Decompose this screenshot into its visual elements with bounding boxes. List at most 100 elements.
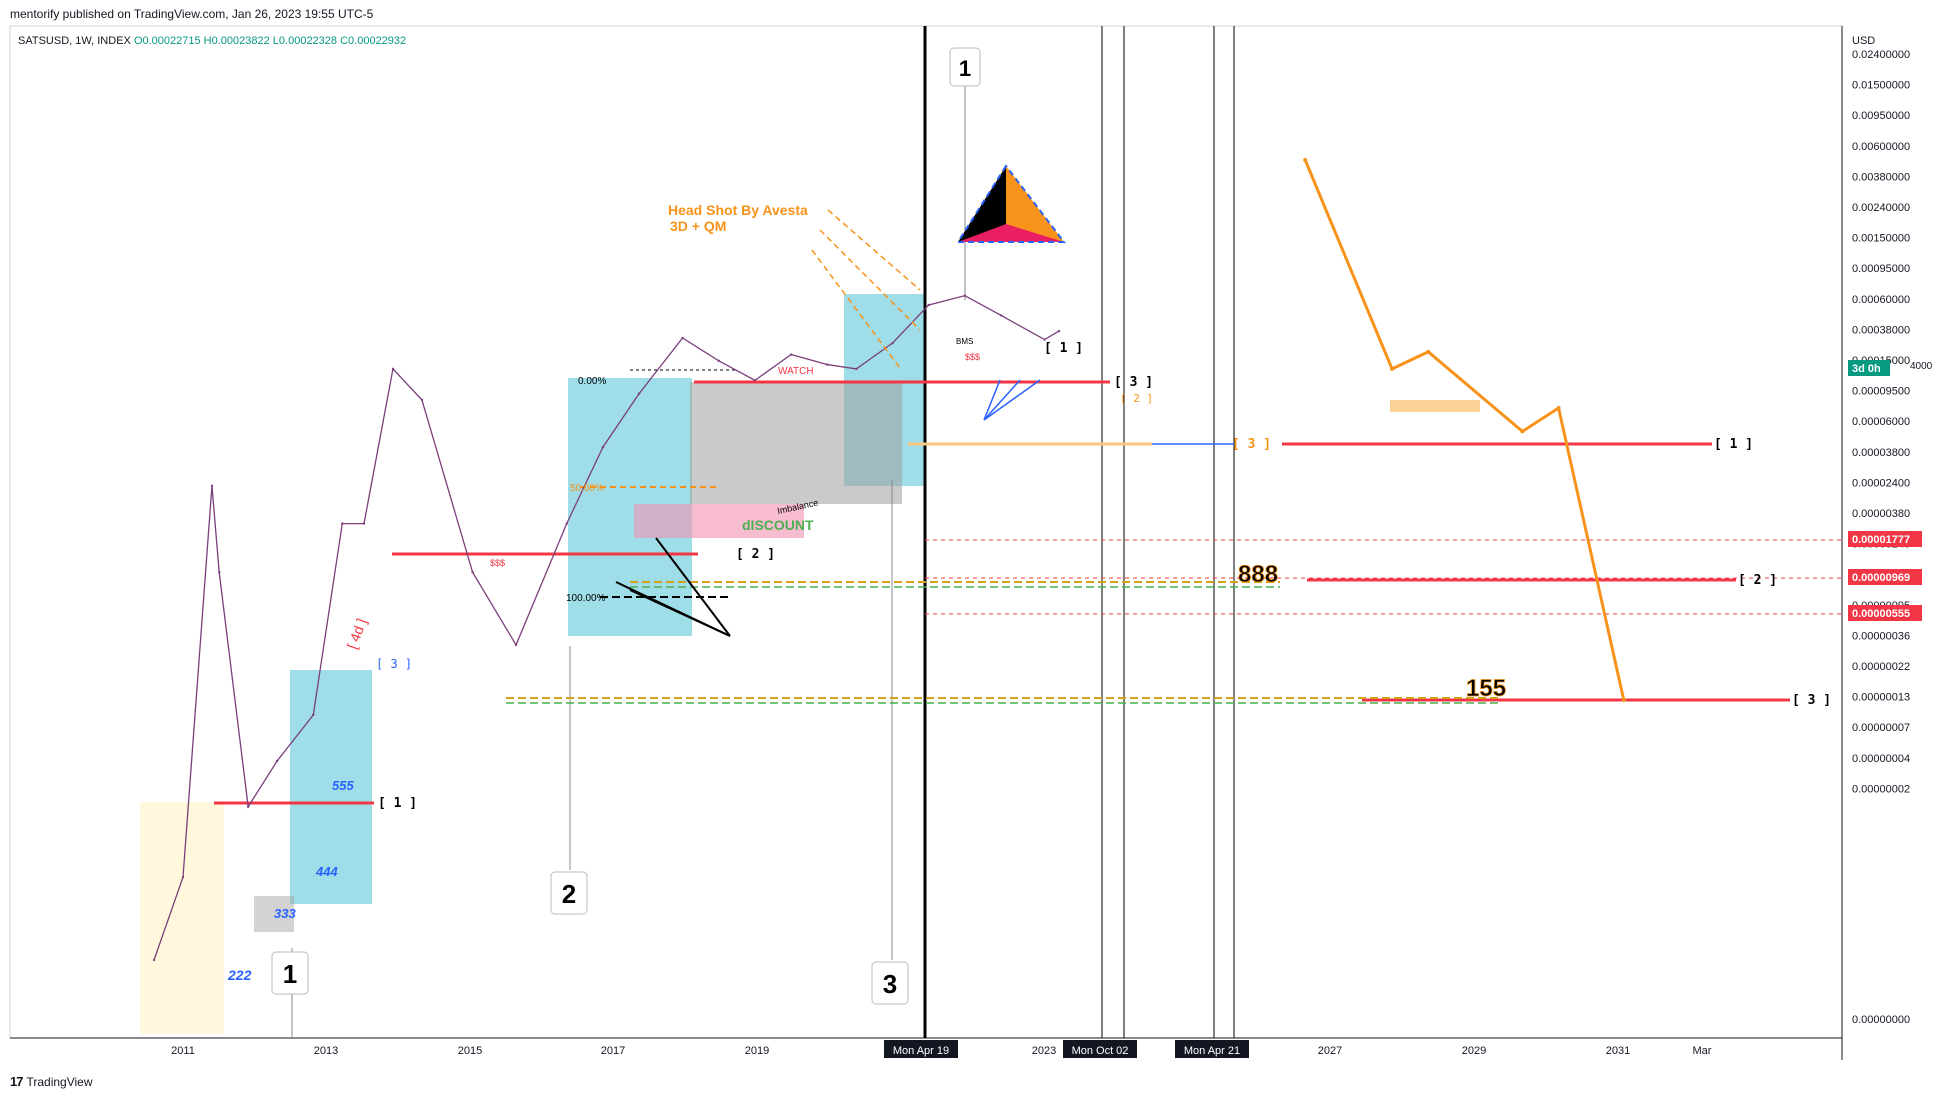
- time-marker-label: Mon Apr 21: [1184, 1045, 1240, 1057]
- y-tick-label: 0.00950000: [1852, 110, 1910, 122]
- bracket-2-mid: [ 2 ]: [736, 547, 775, 562]
- price-badge: 0.00000555: [1848, 605, 1922, 621]
- cut-tick: 4000: [1910, 361, 1933, 372]
- price-point: [753, 379, 757, 382]
- price-point: [601, 445, 605, 449]
- y-tick-label: 0.00000004: [1852, 753, 1910, 765]
- y-tick-label: 0.00002400: [1852, 477, 1910, 489]
- price-point: [717, 359, 720, 363]
- footer: 17 TradingView: [10, 1074, 93, 1089]
- time-marker: Mon Apr 21: [1175, 1040, 1249, 1058]
- count-box-3: 3: [871, 961, 909, 1005]
- num-888: 888: [1238, 561, 1278, 588]
- time-marker: Mon Oct 02: [1063, 1040, 1137, 1058]
- price-point: [218, 571, 221, 574]
- num-222: 222: [227, 967, 252, 983]
- watch-label: WATCH: [778, 366, 814, 377]
- blue-fan: [983, 379, 1041, 421]
- head-shot-title: Head Shot By Avesta: [668, 202, 808, 218]
- discount-zone: [634, 504, 804, 538]
- svg-text:2: 2: [562, 879, 576, 909]
- bracket-2-target: [ 2 ]: [1738, 573, 1777, 588]
- price-point: [891, 341, 894, 345]
- price-point: [514, 643, 518, 647]
- x-tick-label: 2023: [1032, 1045, 1056, 1057]
- time-marker: Mon Apr 19: [884, 1040, 958, 1058]
- price-point: [999, 314, 1003, 317]
- num-333: 333: [274, 906, 296, 921]
- fib-0-label: 0.00%: [578, 376, 606, 387]
- price-point: [637, 392, 641, 395]
- price-point: [275, 759, 279, 763]
- fib-100-label: 100.00%: [566, 593, 606, 604]
- grey-box-small: [254, 896, 294, 932]
- price-point: [565, 522, 568, 525]
- x-tick-label: 2015: [458, 1045, 482, 1057]
- price-point: [1057, 329, 1061, 333]
- price-point: [312, 713, 315, 717]
- price-point: [826, 363, 829, 366]
- price-point: [681, 336, 684, 340]
- projection-path: [1303, 159, 1626, 701]
- fan-lines: [615, 537, 731, 637]
- bracket-1-target: [ 1 ]: [1714, 437, 1753, 452]
- pyramid-logo: [956, 164, 1067, 243]
- x-tick-label: 2019: [745, 1045, 769, 1057]
- price-point: [855, 367, 858, 371]
- y-tick-label: 0.00060000: [1852, 294, 1910, 306]
- bracket-3-high: [ 3 ]: [1114, 375, 1153, 390]
- bracket-1-low: [ 1 ]: [378, 796, 417, 811]
- y-tick-label: 0.00000002: [1852, 783, 1910, 795]
- price-point: [341, 522, 344, 525]
- y-tick-label: 0.00600000: [1852, 141, 1910, 153]
- y-tick-label: 0.00000013: [1852, 692, 1910, 704]
- num-555: 555: [332, 778, 354, 793]
- price-badge: 0.00000969: [1848, 569, 1922, 585]
- count-box-2: 2: [550, 871, 588, 915]
- price-badge: 0.00001777: [1848, 531, 1922, 547]
- svg-text:1: 1: [283, 959, 297, 989]
- y-tick-label: 0.00006000: [1852, 416, 1910, 428]
- price-point: [471, 571, 474, 574]
- projection-point: [1426, 349, 1431, 354]
- cyan-box-1: [290, 670, 372, 904]
- x-tick-label: 2011: [171, 1045, 195, 1057]
- num-155: 155: [1466, 675, 1506, 702]
- y-tick-label: 0.00009500: [1852, 386, 1910, 398]
- bms-label: BMS: [956, 337, 973, 346]
- price-point: [963, 294, 967, 297]
- price-badge-label: 0.00001777: [1852, 534, 1910, 546]
- orange-diagonals: [811, 209, 921, 369]
- count-box-1: 1: [271, 951, 309, 995]
- fib-50-label: 50.00%: [570, 483, 604, 494]
- price-point: [210, 484, 214, 488]
- y-tick-label: 0.01500000: [1852, 80, 1910, 92]
- projection-point: [1520, 429, 1525, 434]
- projection-point: [1621, 698, 1626, 702]
- x-tick-label: 2017: [601, 1045, 625, 1057]
- price-point: [181, 875, 185, 879]
- bracket-1-top: [ 1 ]: [1044, 341, 1083, 356]
- price-point: [927, 303, 930, 307]
- price-series-line: [153, 294, 1060, 961]
- price-point: [391, 367, 395, 371]
- num-444: 444: [315, 864, 338, 879]
- price-badge-label: 0.00000969: [1852, 572, 1910, 584]
- y-tick-label: 0.00095000: [1852, 263, 1910, 275]
- y-tick-label: 0.00000007: [1852, 722, 1910, 734]
- publish-info: mentorify published on TradingView.com, …: [10, 7, 374, 21]
- liq-label-2: $$$: [965, 352, 980, 362]
- price-badge-label: 3d 0h: [1852, 363, 1881, 375]
- bracket-3-target: [ 3 ]: [1792, 693, 1831, 708]
- price-point: [246, 805, 250, 808]
- yellow-zone: [140, 802, 224, 1034]
- price-point: [420, 398, 424, 402]
- svg-text:1: 1: [959, 56, 971, 81]
- projection-point: [1390, 366, 1395, 371]
- currency-label: USD: [1852, 35, 1875, 47]
- price-point: [362, 522, 366, 525]
- tradingview-logo-icon: 17: [10, 1074, 24, 1089]
- y-tick-label: 0.00000036: [1852, 630, 1910, 642]
- liq-label-1: $$$: [490, 558, 505, 568]
